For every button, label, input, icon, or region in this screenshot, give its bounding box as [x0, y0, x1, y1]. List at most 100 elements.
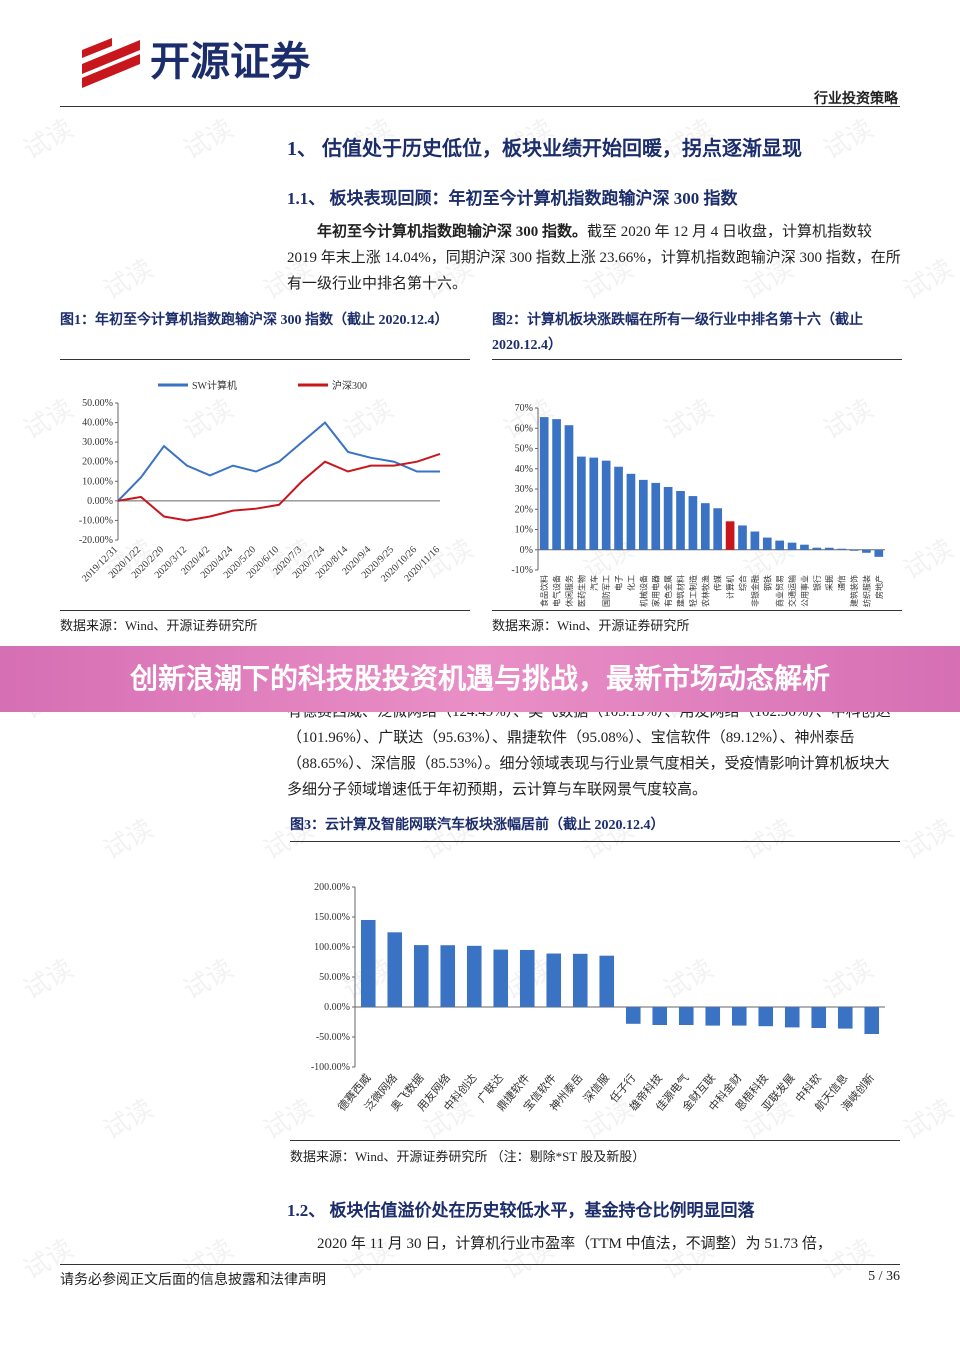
x-tick-label: 家用电器	[651, 575, 661, 607]
rule	[60, 359, 470, 360]
x-tick-label: 建筑材料	[676, 575, 686, 607]
watermark: 试读	[499, 394, 559, 446]
bar	[387, 932, 403, 1007]
x-tick-label: 公用事业	[799, 575, 809, 607]
x-tick-label: 非银金融	[750, 575, 760, 607]
bar	[493, 949, 509, 1007]
x-tick-label: 采掘	[824, 575, 834, 591]
y-tick-label: 100.00%	[314, 942, 350, 953]
watermark: 试读	[99, 254, 159, 306]
figure-title: 图1：年初至今计算机指数跑输沪深 300 指数（截止 2020.12.4）	[60, 313, 449, 328]
watermark: 试读	[339, 394, 399, 446]
bar	[601, 460, 611, 550]
y-tick-label: 40.00%	[82, 418, 113, 429]
watermark: 试读	[179, 954, 239, 1006]
rule	[290, 1140, 900, 1141]
bar	[676, 491, 685, 550]
bar	[519, 949, 535, 1007]
watermark: 试读	[659, 954, 719, 1006]
bar	[678, 1007, 694, 1025]
bar	[552, 419, 561, 550]
y-tick-label: -100.00%	[311, 1062, 350, 1073]
watermark: 试读	[819, 954, 879, 1006]
x-tick-label: 电子	[614, 575, 624, 591]
source: 数据来源：Wind、开源证券研究所	[60, 618, 258, 633]
bar	[812, 547, 822, 550]
bar	[589, 457, 599, 550]
rule	[290, 841, 900, 842]
bar	[688, 496, 698, 550]
bar	[787, 542, 797, 550]
bar	[614, 466, 623, 550]
x-tick-label: 计算机	[725, 575, 735, 599]
rule	[60, 610, 470, 611]
x-tick-label: 交通运输	[787, 575, 797, 607]
y-tick-label: 150.00%	[314, 912, 350, 923]
subsection-title: 1.1、 板块表现回顾：年初至今计算机指数跑输沪深 300 指数	[287, 189, 738, 208]
rule	[492, 610, 902, 611]
footer-rule	[60, 1264, 900, 1265]
y-tick-label: -50.00%	[316, 1032, 350, 1043]
y-tick-label: 20.00%	[82, 457, 113, 468]
bar	[800, 544, 809, 550]
logo-text: 开源证券	[150, 39, 311, 85]
x-tick-label: 农林牧渔	[700, 575, 710, 607]
watermark: 试读	[179, 394, 239, 446]
subsection-title: 1.2、 板块估值溢价处在历史较低水平，基金持仓比例明显回落	[287, 1201, 755, 1220]
x-tick-label: 通信	[837, 575, 847, 591]
bar	[713, 508, 723, 550]
section-title: 1、 估值处于历史低位，板块业绩开始回暖，拐点逐渐显现	[287, 138, 802, 160]
bar	[758, 1007, 774, 1027]
y-tick-label: -20.00%	[79, 535, 113, 546]
x-tick-label: 化工	[626, 575, 636, 591]
source: 数据来源：Wind、开源证券研究所	[492, 618, 690, 633]
y-tick-label: -10%	[511, 565, 533, 576]
x-tick-label: 银行	[812, 575, 822, 591]
watermark: 试读	[259, 1094, 319, 1146]
figure-title: 图2：计算机板块涨跌幅在所有一级行业中排名第十六（截止 2020.12.4）	[492, 313, 863, 353]
bar	[874, 549, 884, 557]
watermark: 试读	[899, 1094, 959, 1146]
header-tag: 行业投资策略	[814, 92, 898, 107]
legend-label: SW计算机	[192, 379, 237, 392]
figure-title: 图3：云计算及智能网联汽车板块涨幅居前（截止 2020.12.4）	[290, 818, 665, 833]
bar	[440, 945, 456, 1007]
x-tick-label: 纺织服装	[861, 575, 871, 607]
bar	[700, 503, 710, 550]
paragraph: 2020 年 11 月 30 日，计算机行业市盈率（TTM 中值法，不调整）为 …	[317, 1236, 832, 1252]
header-rule	[60, 106, 900, 107]
x-tick-label: 国防军工	[601, 575, 611, 607]
legend-label: 沪深300	[332, 379, 367, 392]
bar	[811, 1007, 827, 1028]
y-tick-label: 70%	[515, 403, 533, 414]
logo-mark	[82, 38, 140, 88]
bar	[466, 945, 482, 1007]
y-tick-label: 0%	[520, 545, 533, 556]
watermark: 试读	[19, 394, 79, 446]
y-tick-label: 60%	[515, 423, 533, 434]
bar	[413, 945, 429, 1007]
y-tick-label: 10.00%	[82, 476, 113, 487]
watermark: 试读	[819, 114, 879, 166]
x-tick-label: 有色金属	[663, 575, 673, 607]
watermark: 试读	[899, 814, 959, 866]
bar	[731, 1007, 747, 1026]
bar	[626, 473, 636, 550]
rule	[492, 359, 902, 360]
y-tick-label: -10.00%	[79, 515, 113, 526]
bar	[862, 549, 871, 553]
bar	[775, 540, 784, 550]
bar	[750, 531, 760, 550]
bold-lead: 年初至今计算机指数跑输沪深 300 指数。	[317, 224, 588, 240]
bar	[599, 955, 615, 1007]
bar	[651, 482, 661, 550]
banner: 创新浪潮下的科技股投资机遇与挑战，最新市场动态解析	[0, 646, 960, 712]
x-tick-label: 传媒	[713, 575, 723, 591]
bar	[572, 953, 588, 1007]
bar	[539, 417, 549, 550]
y-tick-label: 0.00%	[324, 1002, 350, 1013]
bar	[837, 548, 846, 550]
y-tick-label: 20%	[515, 504, 533, 515]
